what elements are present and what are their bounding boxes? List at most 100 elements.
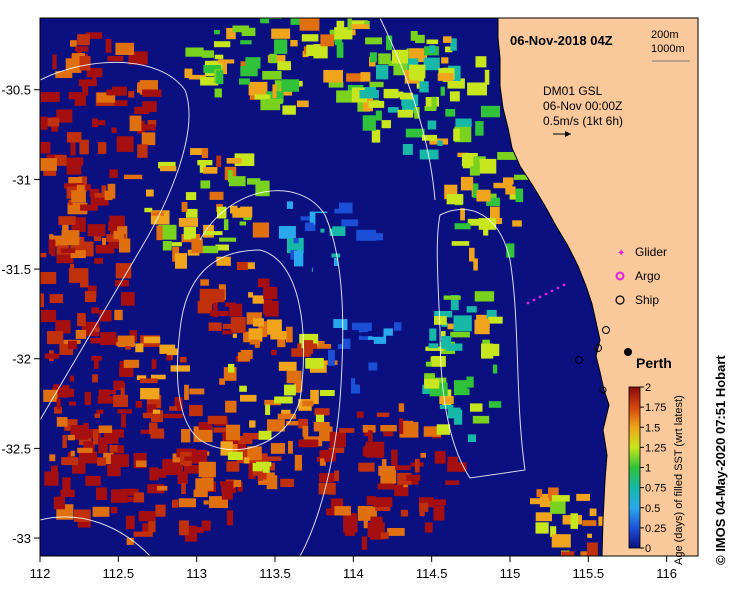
- sst-age-cell: [170, 365, 190, 372]
- sst-age-cell: [128, 91, 135, 98]
- sst-age-cell: [445, 46, 453, 53]
- sst-age-cell: [336, 20, 345, 34]
- sst-age-cell: [92, 197, 98, 205]
- sst-age-cell: [580, 551, 591, 556]
- sst-age-cell: [447, 323, 457, 330]
- sst-age-cell: [83, 441, 95, 453]
- sst-age-cell: [369, 81, 384, 88]
- sst-age-cell: [254, 343, 260, 348]
- current-time-label: 06-Nov 00:00Z: [543, 99, 622, 113]
- sst-age-cell: [66, 159, 82, 175]
- sst-age-cell: [151, 211, 164, 216]
- sst-age-cell: [576, 493, 590, 501]
- sst-age-cell: [305, 358, 324, 369]
- sst-age-cell: [160, 166, 177, 172]
- sst-age-cell: [216, 155, 222, 167]
- sst-age-cell: [497, 152, 517, 160]
- ship-legend-label: Ship: [635, 293, 659, 307]
- sst-age-cell: [111, 429, 124, 438]
- sst-age-cell: [294, 454, 302, 471]
- sst-age-cell: [405, 128, 425, 138]
- sst-age-cell: [279, 88, 293, 96]
- sst-age-cell: [365, 441, 385, 458]
- sst-age-cell: [212, 302, 218, 318]
- sst-age-cell: [280, 478, 294, 487]
- sst-age-cell: [461, 154, 474, 167]
- sst-age-cell: [77, 34, 90, 46]
- sst-age-cell: [370, 516, 383, 531]
- sst-age-cell: [324, 328, 343, 344]
- y-tick-label: -32.5: [1, 441, 31, 456]
- sst-age-cell: [203, 167, 218, 174]
- sst-age-cell: [329, 431, 346, 448]
- sst-age-cell: [395, 339, 406, 354]
- sst-age-cell: [257, 278, 270, 288]
- sst-age-cell: [53, 496, 65, 510]
- ship-symbol-icon: [615, 295, 625, 305]
- sst-age-cell: [248, 463, 256, 479]
- sst-age-cell: [277, 332, 286, 348]
- sst-age-cell: [47, 331, 64, 345]
- sst-age-cell: [228, 363, 235, 373]
- sst-age-cell: [101, 185, 107, 199]
- sst-age-cell: [137, 144, 148, 158]
- ship-legend-item: Ship: [615, 293, 659, 307]
- sst-age-cell: [397, 109, 414, 118]
- sst-age-cell: [331, 237, 339, 244]
- sst-age-cell: [240, 66, 258, 77]
- sst-age-cell: [247, 446, 262, 461]
- sst-age-cell: [134, 106, 150, 114]
- sst-age-cell: [400, 509, 409, 517]
- sst-age-cell: [469, 247, 475, 262]
- sst-age-cell: [420, 452, 426, 458]
- sst-age-cell: [219, 378, 225, 385]
- sst-age-cell: [184, 456, 194, 461]
- sst-age-cell: [98, 142, 107, 154]
- sst-age-cell: [443, 295, 461, 300]
- sst-age-cell: [203, 500, 209, 505]
- sst-age-cell: [362, 115, 376, 131]
- sst-age-cell: [103, 390, 116, 395]
- y-tick-label: -31.5: [1, 262, 31, 277]
- sst-age-cell: [562, 558, 566, 565]
- sst-age-cell: [223, 219, 229, 231]
- sst-age-cell: [267, 419, 285, 432]
- sst-age-cell: [454, 388, 470, 396]
- sst-age-cell: [375, 328, 393, 336]
- sst-age-cell: [167, 348, 178, 356]
- sst-age-cell: [475, 56, 487, 68]
- sst-age-cell: [121, 292, 135, 306]
- sst-age-cell: [165, 465, 183, 475]
- sst-age-cell: [320, 196, 339, 209]
- sst-age-cell: [324, 226, 330, 240]
- sst-age-cell: [94, 192, 106, 198]
- sst-age-cell: [257, 467, 263, 481]
- sst-age-cell: [109, 445, 118, 452]
- sst-age-cell: [299, 18, 320, 31]
- sst-age-cell: [302, 425, 309, 437]
- sst-age-cell: [40, 293, 44, 308]
- sst-age-cell: [424, 106, 437, 111]
- sst-age-cell: [269, 53, 277, 64]
- date-label: 06-Nov-2018 04Z: [510, 33, 613, 48]
- sst-age-cell: [110, 506, 118, 514]
- sst-age-cell: [78, 79, 97, 87]
- sst-age-cell: [217, 59, 235, 64]
- sst-age-cell: [64, 183, 82, 189]
- sst-age-cell: [419, 497, 434, 508]
- sst-age-cell: [388, 107, 399, 113]
- sst-age-cell: [197, 160, 213, 166]
- colorbar: 2 1.75 1.5 1.25 1 0.75 0.5 0.25 0 Age (days) of …: [628, 382, 685, 565]
- x-tick-label: 113.5: [259, 566, 291, 581]
- sst-age-cell: [162, 241, 172, 251]
- sst-age-cell: [252, 463, 263, 472]
- sst-age-cell: [550, 526, 557, 537]
- sst-age-cell: [96, 409, 104, 414]
- sst-age-cell: [493, 182, 513, 189]
- sst-age-cell: [237, 352, 250, 362]
- sst-age-cell: [142, 101, 157, 113]
- sst-age-cell: [319, 473, 335, 483]
- glider-symbol-icon: ✦: [617, 248, 625, 259]
- sst-age-cell: [358, 335, 372, 341]
- sst-age-cell: [125, 515, 135, 530]
